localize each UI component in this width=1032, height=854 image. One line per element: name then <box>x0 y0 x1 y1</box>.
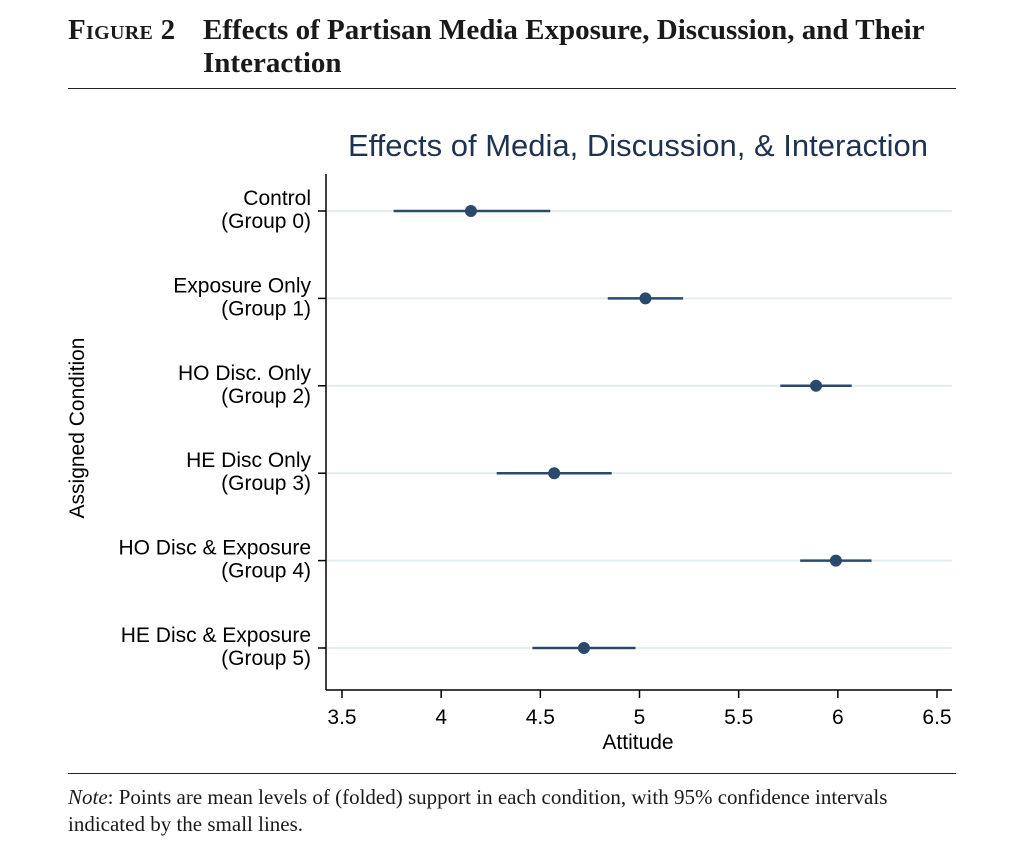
chart-title: Effects of Media, Discussion, & Interact… <box>348 128 928 163</box>
x-tick-label: 6.5 <box>922 706 951 729</box>
y-axis-label: Assigned Condition <box>66 338 89 519</box>
y-tick-labels: Control(Group 0) Exposure Only(Group 1) HO… <box>118 187 326 670</box>
note-label: Note <box>68 785 108 809</box>
y-tick-label: Exposure Only <box>173 274 311 297</box>
mean-point <box>810 379 823 392</box>
y-tick-label-group: (Group 3) <box>221 472 311 495</box>
mean-point <box>464 205 477 217</box>
y-tick-label-group: (Group 0) <box>221 210 311 233</box>
x-tick-label: 5.5 <box>724 706 753 729</box>
grid-lines <box>327 210 952 649</box>
x-tick-label: 3.5 <box>327 706 356 729</box>
y-tick-label: HO Disc. Only <box>178 362 312 385</box>
bottom-rule <box>68 773 956 774</box>
y-tick-label-group: (Group 4) <box>221 560 311 583</box>
mean-point <box>548 467 561 480</box>
y-tick-label-group: (Group 2) <box>221 385 311 408</box>
x-tick-labels: 3.5 4 4.5 5 5.5 6 6.5 <box>327 690 952 729</box>
y-tick-label-group: (Group 1) <box>221 297 311 320</box>
figure-label: Figure 2 <box>68 14 176 46</box>
x-tick-label: 6 <box>832 706 844 729</box>
mean-point <box>639 292 652 305</box>
figure-note: Note: Points are mean levels of (folded)… <box>68 784 968 838</box>
y-tick-label-group: (Group 5) <box>221 647 311 670</box>
confidence-intervals <box>393 209 872 650</box>
note-text: : Points are mean levels of (folded) sup… <box>68 785 888 836</box>
mean-point <box>829 554 842 567</box>
x-tick-label: 4 <box>435 706 447 729</box>
mean-points <box>464 205 842 654</box>
x-tick-label: 5 <box>634 706 646 729</box>
mean-point <box>577 642 590 654</box>
figure-title: Effects of Partisan Media Exposure, Disc… <box>203 14 925 79</box>
top-rule <box>68 88 956 89</box>
y-tick-label: HE Disc Only <box>186 449 311 472</box>
y-tick-label: Control <box>243 187 311 210</box>
y-tick-label: HE Disc & Exposure <box>121 624 311 647</box>
x-tick-label: 4.5 <box>526 706 555 729</box>
y-tick-label: HO Disc & Exposure <box>118 537 311 560</box>
x-axis-label: Attitude <box>602 731 673 754</box>
